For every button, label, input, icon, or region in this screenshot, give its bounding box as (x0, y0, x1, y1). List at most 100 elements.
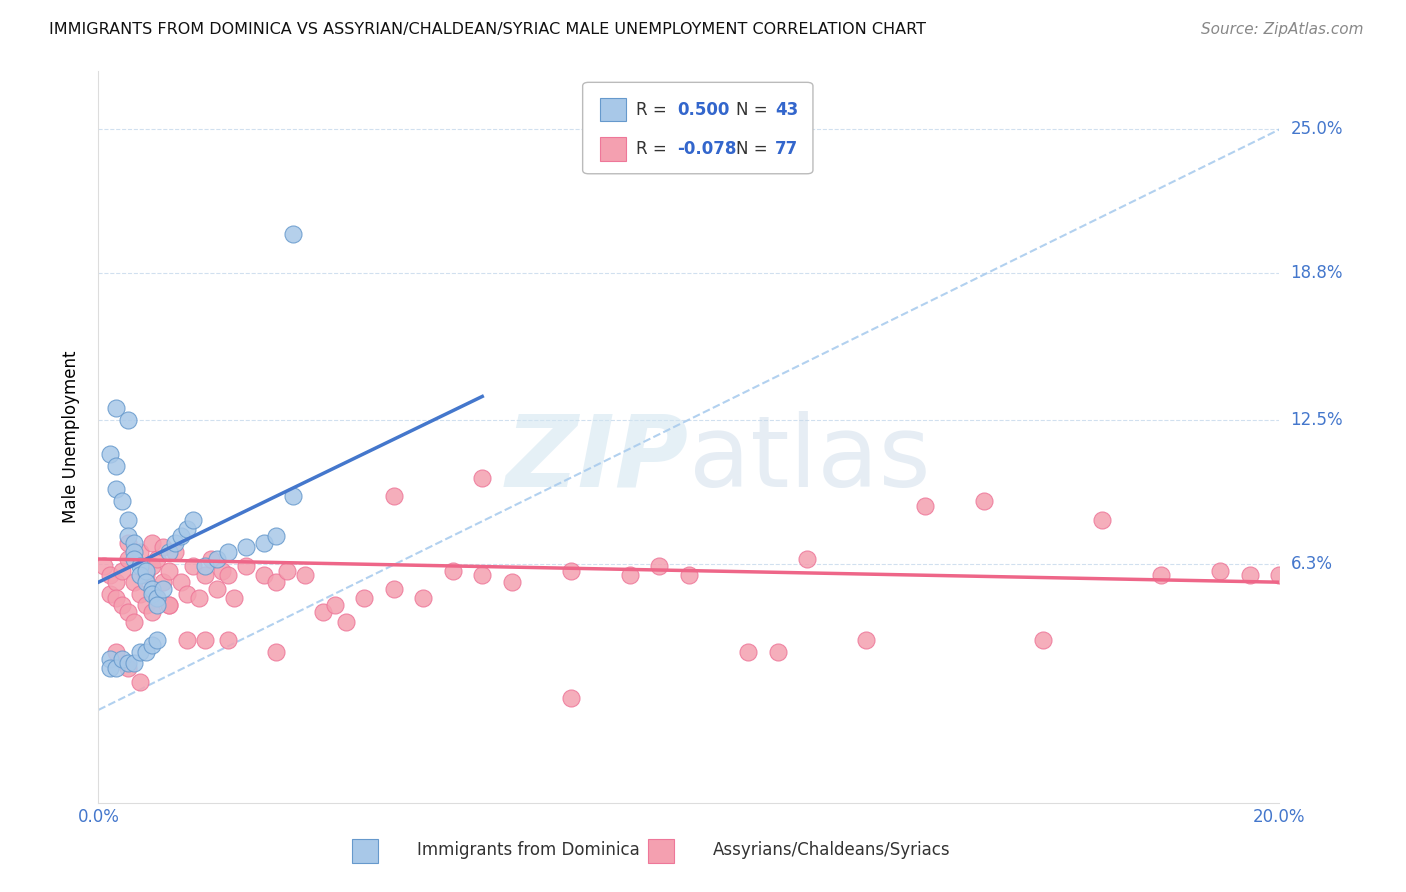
Point (235, 541, 257, 555)
Point (1209, 564, 1232, 578)
Point (98, 652, 121, 666)
Point (264, 529, 287, 543)
Point (157, 545, 180, 559)
Point (170, 575, 193, 590)
Point (128, 568, 150, 582)
Text: -0.078: -0.078 (678, 140, 737, 158)
FancyBboxPatch shape (582, 82, 813, 174)
Point (98, 587, 121, 601)
Point (276, 564, 298, 578)
Point (335, 615, 357, 629)
Point (217, 633, 239, 648)
Point (117, 606, 139, 620)
Point (205, 582, 228, 597)
Point (157, 599, 180, 613)
Text: Immigrants from Dominica: Immigrants from Dominica (418, 841, 640, 859)
Point (105, 575, 128, 590)
Point (181, 558, 204, 573)
Text: 0.500: 0.500 (678, 101, 730, 119)
Point (146, 633, 169, 648)
Point (205, 552, 228, 566)
Point (122, 552, 145, 566)
Point (117, 657, 139, 671)
Point (105, 459, 128, 474)
Text: Source: ZipAtlas.com: Source: ZipAtlas.com (1201, 22, 1364, 37)
Point (157, 599, 180, 613)
Point (235, 558, 257, 573)
Point (224, 591, 246, 606)
Point (914, 499, 936, 513)
Text: Assyrians/Chaldeans/Syriacs: Assyrians/Chaldeans/Syriacs (713, 841, 950, 859)
Point (157, 564, 180, 578)
Point (165, 545, 187, 559)
Text: 12.5%: 12.5% (1291, 410, 1343, 429)
Point (194, 568, 217, 582)
Point (294, 568, 316, 582)
Point (135, 564, 157, 578)
FancyBboxPatch shape (600, 137, 626, 161)
Point (1239, 568, 1261, 582)
Point (441, 564, 464, 578)
Point (98, 568, 121, 582)
Point (111, 652, 134, 666)
Point (560, 564, 582, 578)
Point (141, 606, 163, 620)
Point (146, 591, 169, 606)
Text: 43: 43 (775, 101, 799, 119)
Point (141, 582, 163, 597)
Point (128, 675, 150, 690)
Point (312, 606, 335, 620)
Text: atlas: atlas (689, 410, 931, 508)
Point (217, 545, 239, 559)
Point (194, 558, 217, 573)
Point (165, 535, 187, 549)
Point (283, 489, 305, 503)
FancyBboxPatch shape (648, 839, 673, 863)
Point (648, 558, 671, 573)
FancyBboxPatch shape (353, 839, 378, 863)
Point (128, 545, 150, 559)
Point (1032, 633, 1054, 648)
Point (253, 568, 276, 582)
Point (766, 645, 789, 659)
Point (560, 691, 582, 706)
Text: ZIP: ZIP (506, 410, 689, 508)
Point (253, 535, 276, 549)
Point (117, 412, 139, 426)
Text: 6.3%: 6.3% (1291, 555, 1333, 573)
Point (105, 591, 128, 606)
Point (973, 494, 995, 508)
Text: R =: R = (636, 101, 672, 119)
Point (323, 599, 346, 613)
Point (217, 568, 239, 582)
Point (146, 599, 169, 613)
Point (98, 661, 121, 675)
Point (141, 535, 163, 549)
Point (152, 575, 174, 590)
Text: N =: N = (737, 101, 773, 119)
Point (501, 575, 523, 590)
Point (176, 633, 198, 648)
Point (122, 575, 145, 590)
Point (122, 545, 145, 559)
Point (141, 638, 163, 652)
Text: N =: N = (737, 140, 773, 158)
Point (200, 552, 222, 566)
Point (105, 483, 128, 497)
Point (117, 512, 139, 526)
Y-axis label: Male Unemployment: Male Unemployment (62, 351, 80, 524)
Text: 25.0%: 25.0% (1291, 120, 1343, 138)
Point (187, 591, 209, 606)
Point (1268, 568, 1291, 582)
Point (471, 568, 494, 582)
Text: R =: R = (636, 140, 672, 158)
Point (1091, 512, 1114, 526)
Point (128, 558, 150, 573)
Point (353, 591, 375, 606)
Point (146, 552, 169, 566)
Point (1150, 568, 1173, 582)
Point (135, 599, 157, 613)
Point (128, 645, 150, 659)
Point (111, 494, 134, 508)
Point (135, 575, 157, 590)
